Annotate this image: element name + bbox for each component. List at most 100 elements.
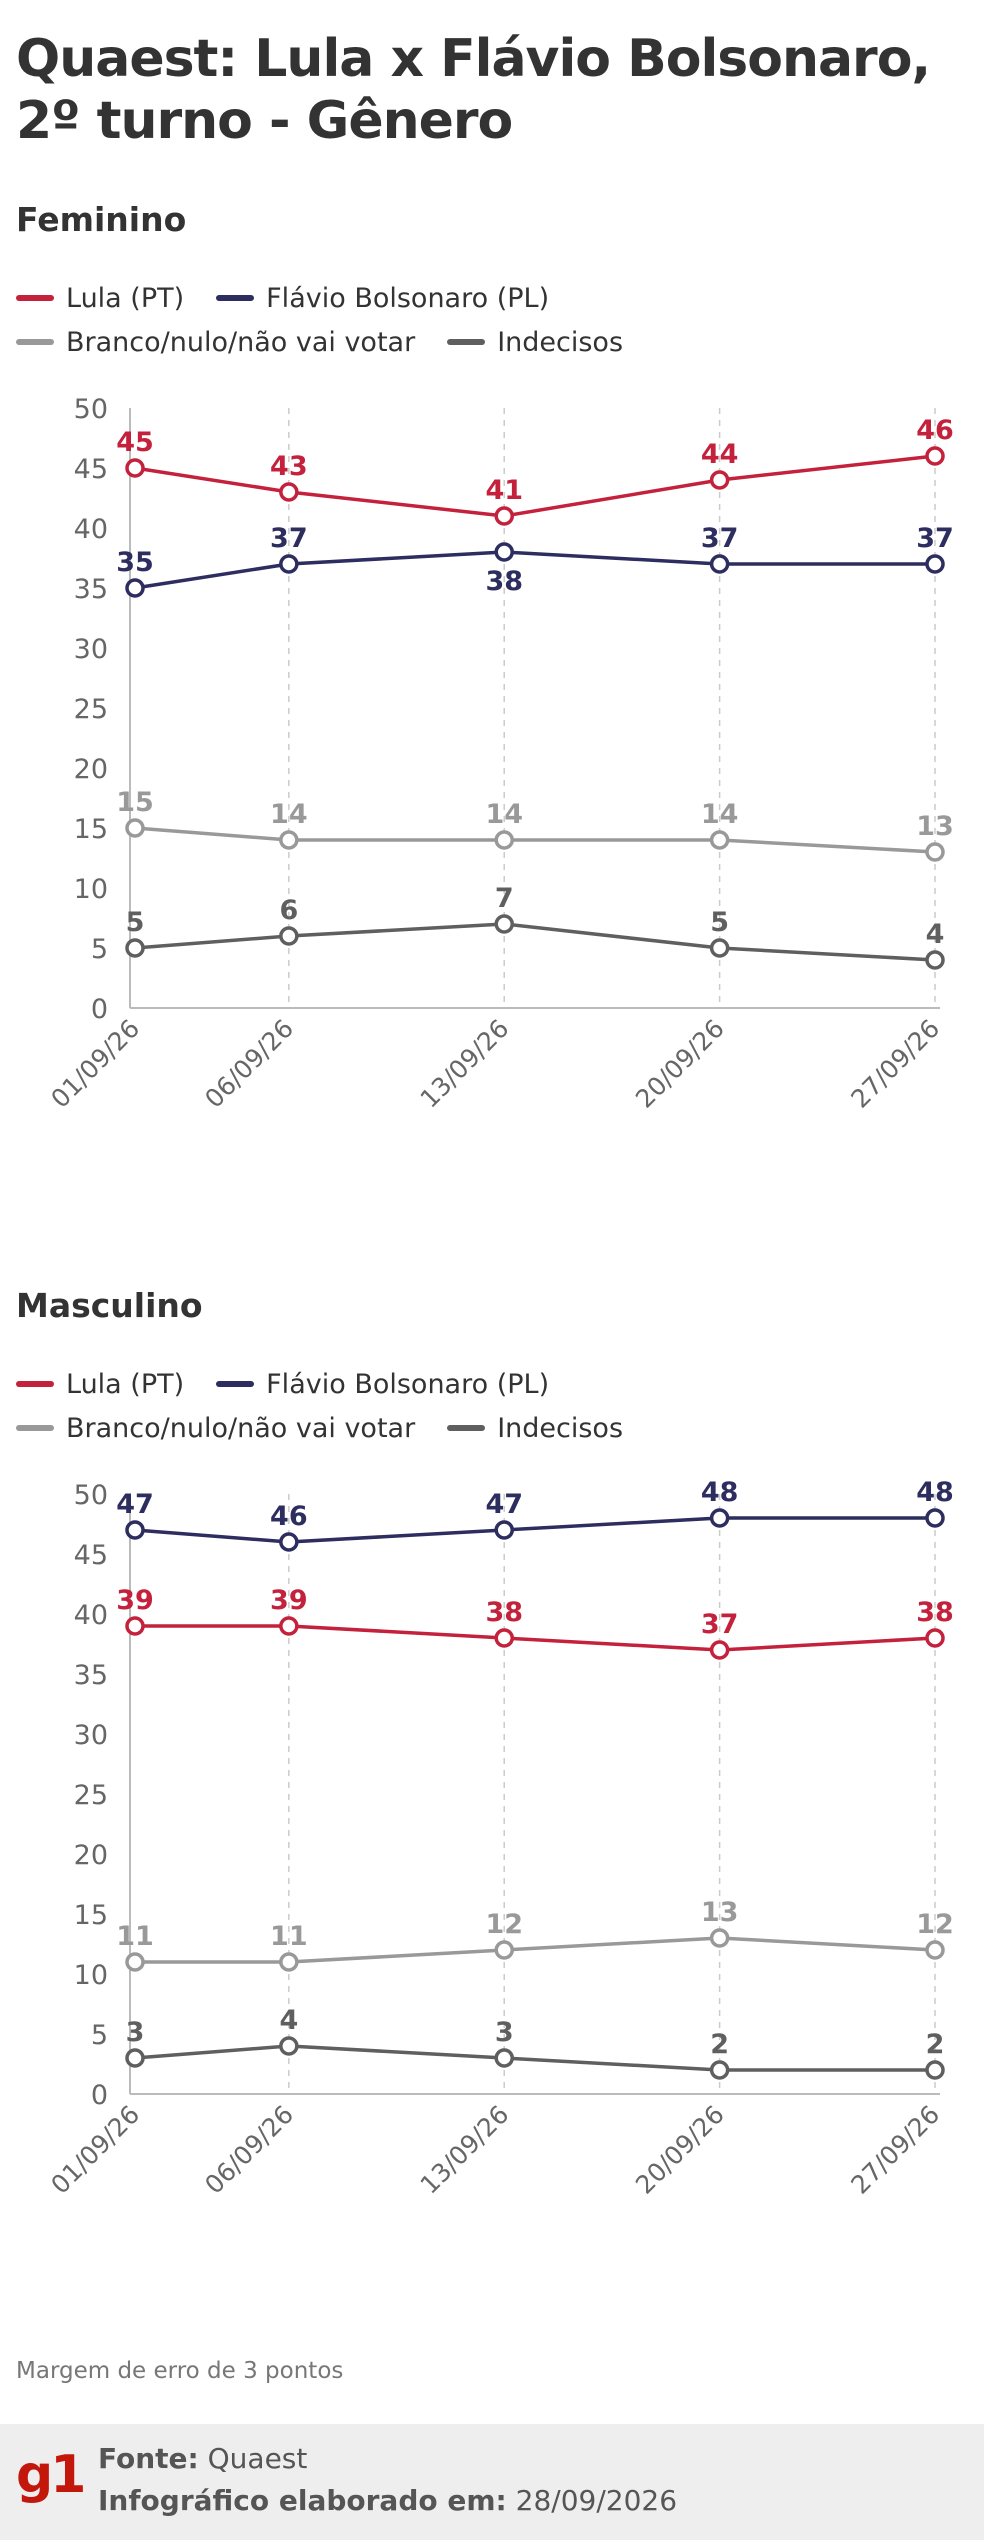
point-indecisos <box>125 2048 145 2068</box>
data-label-flavio-bolsonaro-pl: 46 <box>270 1501 308 1532</box>
point-lula-pt <box>925 446 945 466</box>
legend-label-flavio: Flávio Bolsonaro (PL) <box>266 1368 550 1400</box>
data-label-branco-nulo-nao-vai-votar: 14 <box>270 799 308 830</box>
point-lula-pt <box>279 1616 299 1636</box>
point-flavio-bolsonaro-pl <box>125 1520 145 1540</box>
series-line-indecisos <box>134 2044 935 2072</box>
y-tick-label: 25 <box>74 694 108 725</box>
data-label-indecisos: 6 <box>279 895 298 926</box>
legend-swatch-branco <box>16 1425 54 1431</box>
point-branco-nulo-nao-vai-votar <box>709 830 730 850</box>
x-tick-label: 13/09/26 <box>415 1014 515 1114</box>
source-label: Fonte: <box>98 2442 199 2475</box>
point-lula-pt <box>494 1628 514 1648</box>
data-label-lula-pt: 44 <box>701 439 739 470</box>
g1-logo: g1 <box>16 2445 84 2505</box>
point-flavio-bolsonaro-pl <box>125 578 145 598</box>
data-label-flavio-bolsonaro-pl: 38 <box>485 566 523 597</box>
series-line-flavio-bolsonaro-pl <box>134 550 935 590</box>
data-label-indecisos: 2 <box>926 2029 945 2060</box>
y-tick-label: 10 <box>74 874 108 905</box>
point-branco-nulo-nao-vai-votar <box>925 842 945 862</box>
y-tick-label: 10 <box>74 1960 108 1991</box>
legend-swatch-lula <box>16 1381 54 1387</box>
x-tick-label: 06/09/26 <box>199 1014 299 1114</box>
data-label-branco-nulo-nao-vai-votar: 13 <box>701 1897 739 1928</box>
g1-logo-text: g1 <box>16 2445 83 2505</box>
data-label-branco-nulo-nao-vai-votar: 14 <box>485 799 523 830</box>
data-label-branco-nulo-nao-vai-votar: 13 <box>916 811 954 842</box>
data-label-branco-nulo-nao-vai-votar: 12 <box>916 1909 954 1940</box>
data-label-branco-nulo-nao-vai-votar: 15 <box>116 787 154 818</box>
data-label-branco-nulo-nao-vai-votar: 11 <box>270 1921 308 1952</box>
data-label-lula-pt: 39 <box>270 1585 308 1616</box>
legend-item-branco: Branco/nulo/não vai votar <box>16 327 415 358</box>
x-tick-label: 27/09/26 <box>845 2100 945 2200</box>
legend-item-lula: Lula (PT) <box>16 283 184 314</box>
source-line: Fonte: Quaest <box>98 2442 307 2475</box>
data-label-indecisos: 3 <box>495 2017 514 2048</box>
series-line-branco-nulo-nao-vai-votar <box>135 1936 936 1964</box>
point-lula-pt <box>125 458 145 478</box>
legend-swatch-lula <box>16 295 54 301</box>
data-label-lula-pt: 45 <box>116 427 154 458</box>
series-line-indecisos <box>134 922 936 962</box>
point-lula-pt <box>494 506 514 526</box>
y-tick-label: 50 <box>74 1480 108 1511</box>
data-label-lula-pt: 38 <box>485 1597 523 1628</box>
point-lula-pt <box>709 470 730 490</box>
point-flavio-bolsonaro-pl <box>925 554 945 574</box>
point-indecisos <box>125 938 145 958</box>
chart-subtitle-masculino: Masculino <box>16 1286 203 1325</box>
data-label-branco-nulo-nao-vai-votar: 11 <box>116 1921 154 1952</box>
data-label-flavio-bolsonaro-pl: 47 <box>116 1489 154 1520</box>
y-tick-label: 0 <box>91 2080 108 2111</box>
legend-swatch-branco <box>16 339 54 345</box>
x-tick-label: 13/09/26 <box>415 2100 515 2200</box>
point-branco-nulo-nao-vai-votar <box>279 1952 299 1972</box>
point-indecisos <box>494 914 514 934</box>
y-tick-label: 5 <box>91 2020 108 2051</box>
chart-subtitle-feminino: Feminino <box>16 200 187 239</box>
x-tick-label: 01/09/26 <box>45 1014 145 1114</box>
legend-swatch-flavio <box>216 1381 255 1387</box>
margin-of-error-note: Margem de erro de 3 pontos <box>16 2358 344 2384</box>
footer: g1 Fonte: Quaest Infográfico elaborado e… <box>0 2424 984 2540</box>
point-indecisos <box>709 2060 730 2080</box>
data-label-lula-pt: 37 <box>701 1609 739 1640</box>
legend-item-flavio: Flávio Bolsonaro (PL) <box>216 283 549 314</box>
point-lula-pt <box>125 1616 145 1636</box>
point-branco-nulo-nao-vai-votar <box>925 1940 945 1960</box>
data-label-indecisos: 3 <box>126 2017 145 2048</box>
point-indecisos <box>925 2060 945 2080</box>
point-flavio-bolsonaro-pl <box>925 1508 945 1528</box>
series-line-lula-pt <box>135 1624 936 1652</box>
y-tick-label: 40 <box>74 1600 108 1631</box>
point-indecisos <box>925 950 945 970</box>
y-tick-label: 35 <box>74 574 108 605</box>
point-lula-pt <box>279 482 299 502</box>
data-label-indecisos: 5 <box>710 907 729 938</box>
series-line-branco-nulo-nao-vai-votar <box>134 826 936 854</box>
y-tick-label: 30 <box>74 1720 108 1751</box>
source-value: Quaest <box>207 2442 308 2475</box>
y-tick-label: 20 <box>74 754 108 785</box>
data-label-flavio-bolsonaro-pl: 48 <box>916 1477 954 1508</box>
legend-swatch-indecisos <box>447 339 486 345</box>
data-label-lula-pt: 41 <box>485 475 523 506</box>
x-tick-label: 20/09/26 <box>630 2100 730 2200</box>
point-branco-nulo-nao-vai-votar <box>494 1940 514 1960</box>
legend-label-flavio: Flávio Bolsonaro (PL) <box>266 282 550 314</box>
made-value: 28/09/2026 <box>515 2484 678 2517</box>
point-indecisos <box>279 2036 299 2056</box>
data-label-flavio-bolsonaro-pl: 35 <box>116 547 154 578</box>
legend-label-indecisos: Indecisos <box>497 326 624 358</box>
point-branco-nulo-nao-vai-votar <box>494 830 514 850</box>
point-flavio-bolsonaro-pl <box>709 554 730 574</box>
point-lula-pt <box>709 1640 730 1660</box>
data-label-flavio-bolsonaro-pl: 37 <box>701 523 739 554</box>
legend-item-branco: Branco/nulo/não vai votar <box>16 1413 415 1444</box>
y-tick-label: 50 <box>74 394 108 425</box>
point-branco-nulo-nao-vai-votar <box>279 830 299 850</box>
